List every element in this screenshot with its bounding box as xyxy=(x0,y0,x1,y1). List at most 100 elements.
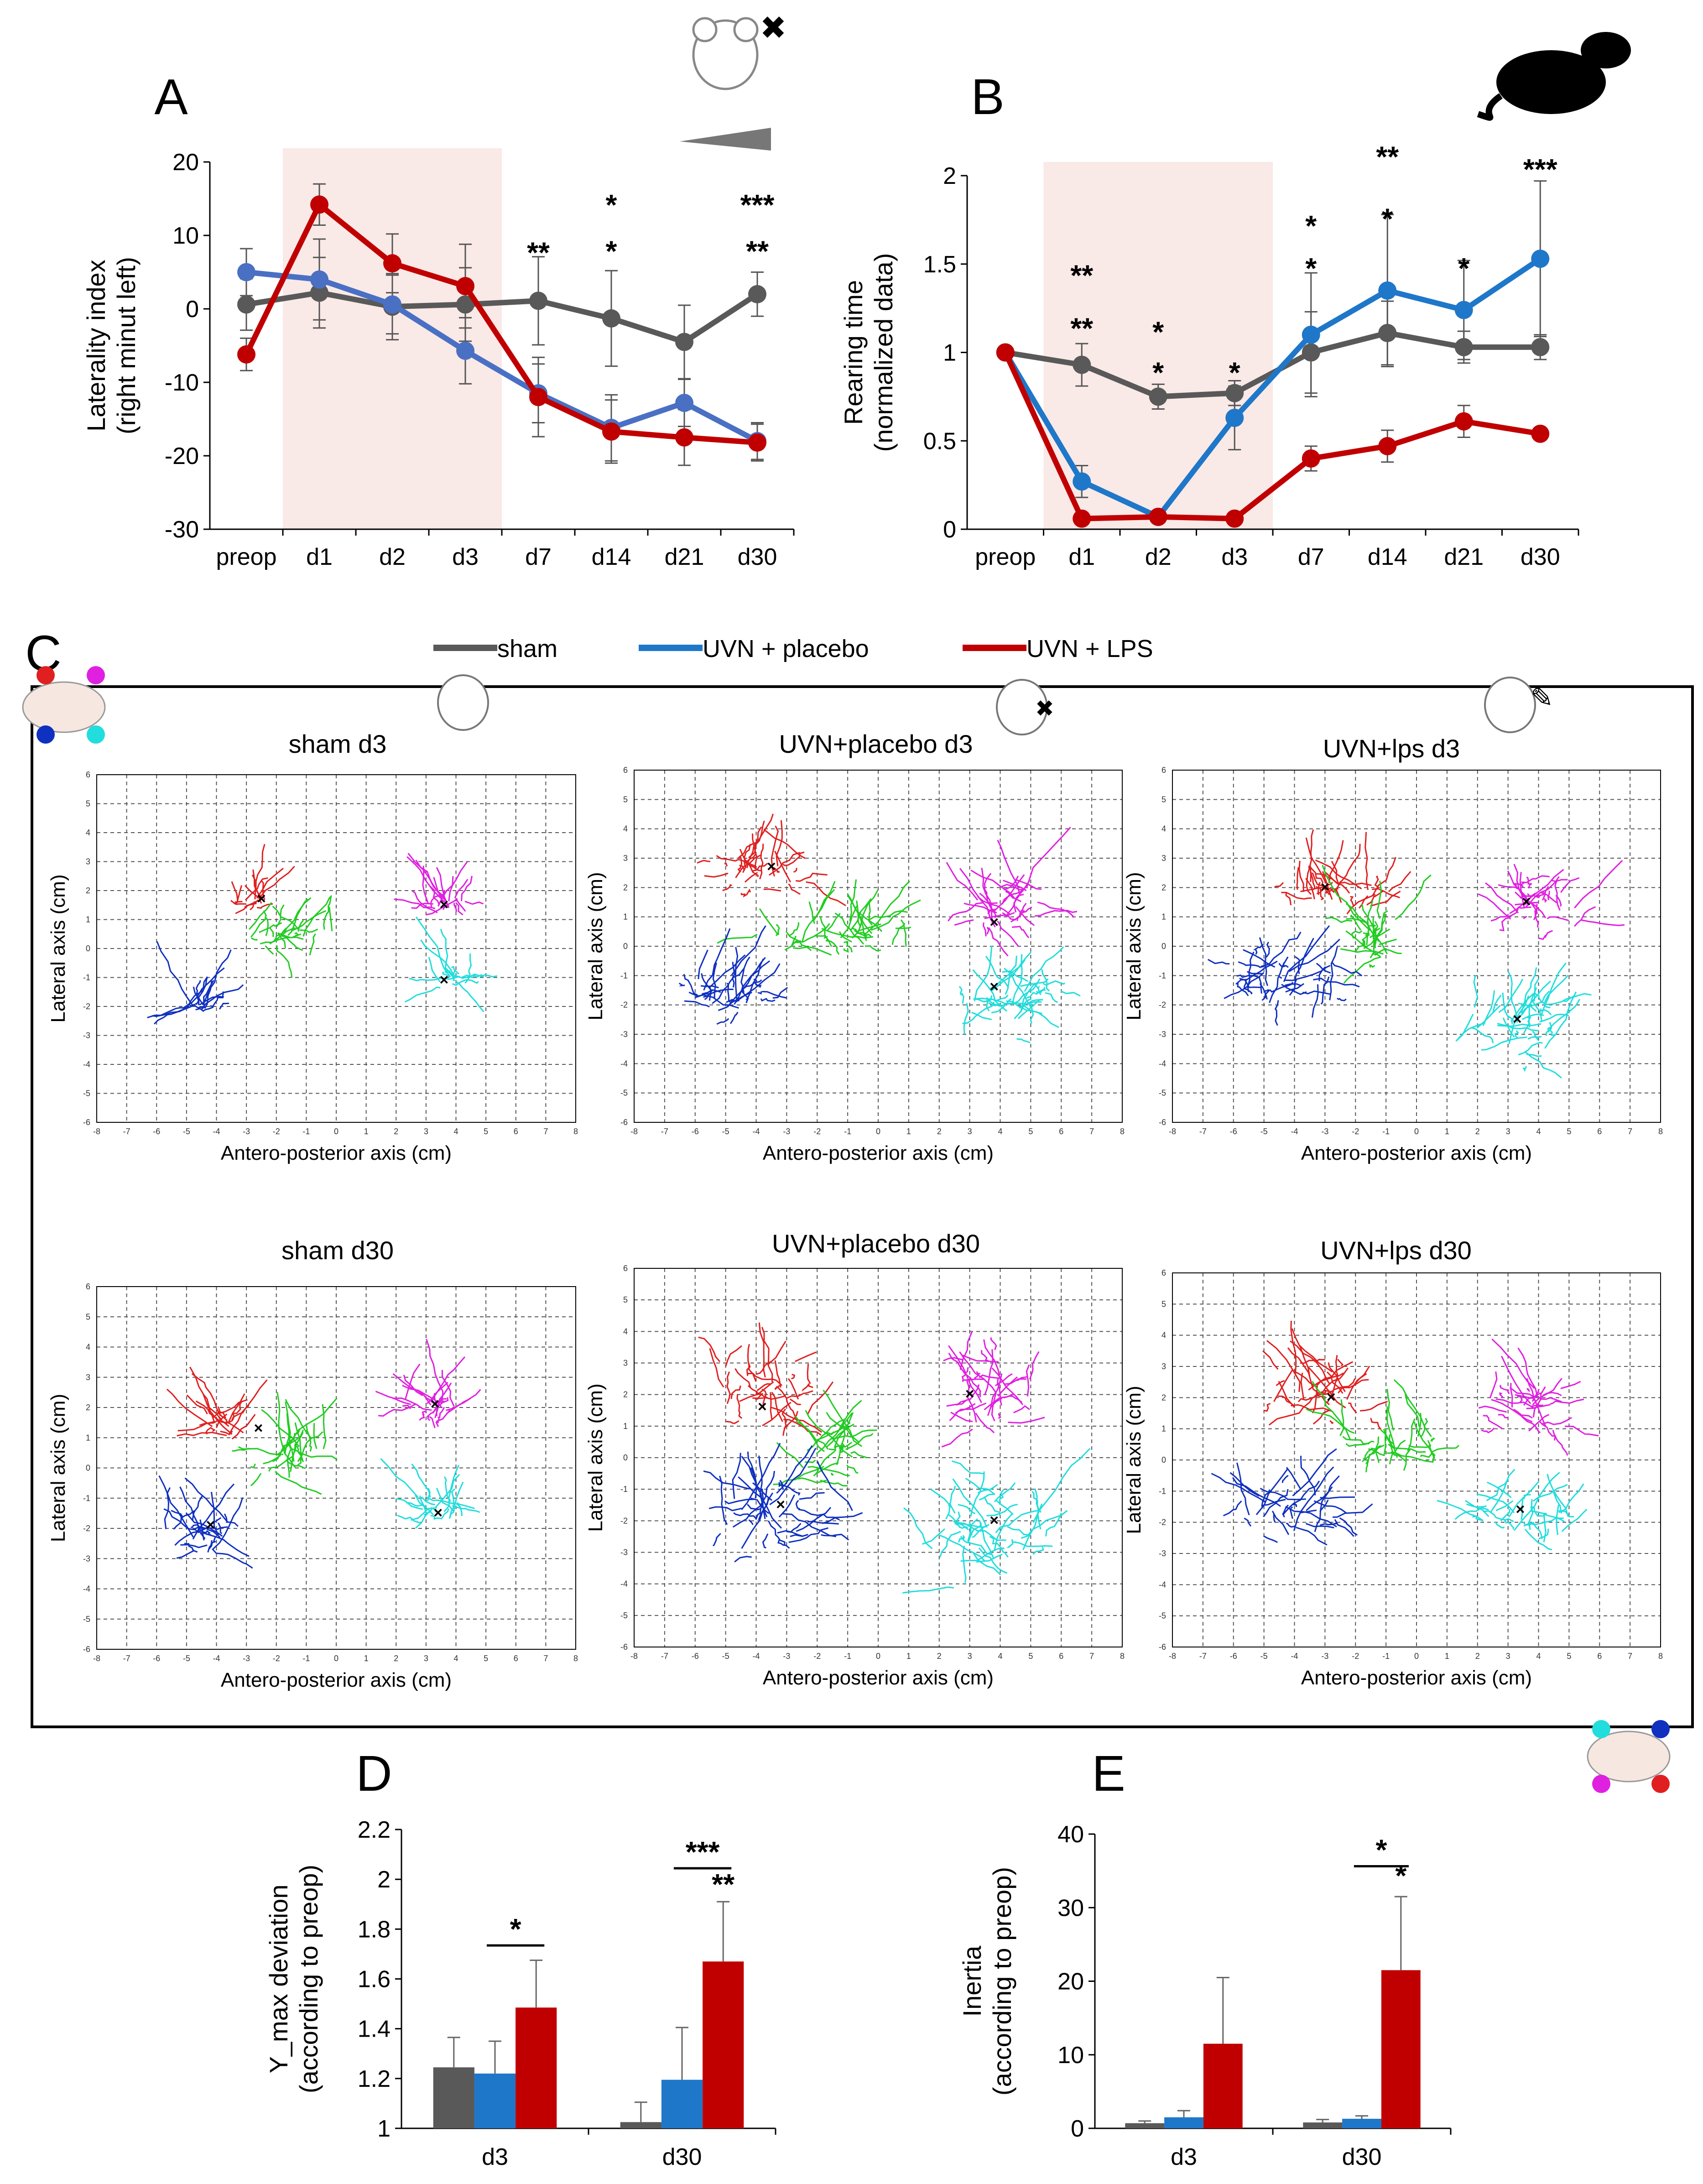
mean-marker: × xyxy=(990,1512,999,1529)
y-tick-label: 40 xyxy=(1057,1821,1084,1848)
footprint-track-hind-right xyxy=(1007,1526,1030,1536)
footprint-track-front-left xyxy=(783,1418,822,1436)
footprint-track-front-right xyxy=(732,1453,741,1499)
footprint-track-center xyxy=(775,924,780,936)
x-tick-label: -1 xyxy=(302,1127,310,1136)
footprint-track-front-right xyxy=(210,991,224,1007)
x-tick-label: d2 xyxy=(379,544,406,570)
footprint-track-front-left xyxy=(1305,878,1315,900)
footprint-track-front-left xyxy=(740,888,751,898)
y-tick-label: -4 xyxy=(620,1579,628,1589)
footprint-track-hind-right xyxy=(1508,1480,1540,1518)
footprint-track-hind-left xyxy=(1003,876,1019,891)
footprint-track-hind-right xyxy=(952,1478,988,1528)
footprint-track-front-left xyxy=(768,1340,786,1365)
footprint-track-hind-left xyxy=(1004,1378,1026,1385)
footprint-track-front-left xyxy=(1313,1367,1349,1398)
plot-frame xyxy=(634,770,1123,1123)
y-axis-label: Lateral axis (cm) xyxy=(47,874,69,1022)
x-tick-label: preop xyxy=(975,544,1036,570)
footprint-track-front-right xyxy=(708,1506,742,1512)
footprint-track-front-right xyxy=(779,1480,801,1496)
footprint-track-front-left xyxy=(1337,844,1361,885)
footprint-track-hind-left xyxy=(941,1428,973,1448)
x-tick-label: 4 xyxy=(453,1654,458,1663)
footprint-track-hind-right xyxy=(999,1489,1004,1505)
footprint-track-hind-left xyxy=(977,896,1010,915)
footprint-track-hind-right xyxy=(1547,999,1581,1031)
footprint-track-hind-left xyxy=(1509,869,1564,914)
footprint-track-front-left xyxy=(782,1411,798,1436)
footprint-track-center xyxy=(849,879,857,922)
footprint-track-front-left xyxy=(1296,867,1299,890)
footprint-track-hind-right xyxy=(984,1497,1001,1516)
footprint-track-front-left xyxy=(1370,1418,1382,1430)
footprint-track-front-left xyxy=(774,850,792,883)
y-tick-label: 2 xyxy=(86,886,90,895)
x-tick-label: -4 xyxy=(1291,1127,1298,1136)
footprint-track-hind-left xyxy=(1560,1381,1581,1389)
footprint-track-hind-left xyxy=(427,1416,431,1421)
mean-marker: × xyxy=(990,914,999,931)
footprint-track-hind-left xyxy=(1015,906,1035,926)
footprint-track-center xyxy=(785,931,812,951)
data-point xyxy=(748,285,766,303)
data-point xyxy=(456,277,474,296)
footprint-track-front-right xyxy=(1320,1522,1337,1526)
footprint-track-center xyxy=(269,927,287,944)
footprint-track-front-left xyxy=(250,900,259,911)
y-tick-label: 6 xyxy=(623,1264,628,1273)
footprint-track-hind-right xyxy=(443,1476,451,1502)
footprint-track-hind-left xyxy=(1513,864,1524,897)
footprint-track-front-left xyxy=(1268,1397,1314,1426)
footprint-track-hind-right xyxy=(922,1528,945,1545)
footprint-track-center xyxy=(284,1413,290,1454)
footprint-track-hind-right xyxy=(1552,1491,1562,1514)
footprint-track-hind-right xyxy=(1532,1484,1568,1502)
footprint-track-center xyxy=(856,900,861,928)
data-point xyxy=(748,433,766,452)
x-tick-label: -8 xyxy=(1169,1652,1176,1661)
footprint-track-hind-left xyxy=(1526,1378,1547,1427)
footprint-track-center xyxy=(815,1462,839,1475)
footprint-track-hind-left xyxy=(431,1356,466,1402)
footprint-track-center xyxy=(299,928,318,933)
footprint-track-hind-left xyxy=(997,920,1019,947)
y-axis-label: Y_max deviation(according to preop) xyxy=(264,1865,323,2093)
footprint-track-hind-right xyxy=(1533,978,1540,1002)
x-tick-label: -2 xyxy=(273,1127,280,1136)
x-tick-label: -5 xyxy=(722,1127,729,1136)
footprint-track-hind-left xyxy=(1498,1414,1509,1419)
footprint-track-front-left xyxy=(1327,1376,1338,1403)
footprint-track-front-right xyxy=(1282,962,1286,967)
footprint-track-front-left xyxy=(259,865,295,898)
x-tick-label: 8 xyxy=(1658,1652,1663,1661)
footprint-track-front-right xyxy=(171,1510,184,1518)
y-tick-label: -1 xyxy=(83,973,90,982)
footprint-track-hind-left xyxy=(1026,827,1071,889)
footprint-track-center xyxy=(817,1418,846,1442)
footprint-track-front-left xyxy=(737,856,743,873)
footprint-track-hind-left xyxy=(422,865,429,905)
x-tick-label: -5 xyxy=(722,1652,729,1661)
footprint-track-hind-right xyxy=(1524,1051,1562,1079)
y-axis-label-line: Y_max deviation xyxy=(264,1884,293,2073)
footprint-track-front-right xyxy=(1306,1475,1340,1512)
footprint-track-center xyxy=(1420,1418,1428,1438)
footprint-track-center xyxy=(323,897,332,930)
data-point xyxy=(1225,408,1244,427)
footprint-track-center xyxy=(263,1454,281,1465)
legend: sham UVN + placebo UVN + LPS xyxy=(433,635,1153,662)
y-tick-label: 2 xyxy=(1161,883,1166,892)
x-tick-label: 7 xyxy=(1628,1652,1632,1661)
y-tick-label: 0 xyxy=(1161,942,1166,951)
footprint-track-center xyxy=(309,933,316,956)
footprint-track-front-right xyxy=(1255,1468,1288,1515)
data-point xyxy=(675,333,693,351)
footprint-track-hind-left xyxy=(950,1412,973,1423)
footprint-track-hind-right xyxy=(990,951,1032,992)
footprint-track-center xyxy=(868,910,908,921)
x-tick-label: 6 xyxy=(1059,1652,1063,1661)
y-tick-label: 1 xyxy=(1161,912,1166,922)
rat-body xyxy=(22,681,106,733)
